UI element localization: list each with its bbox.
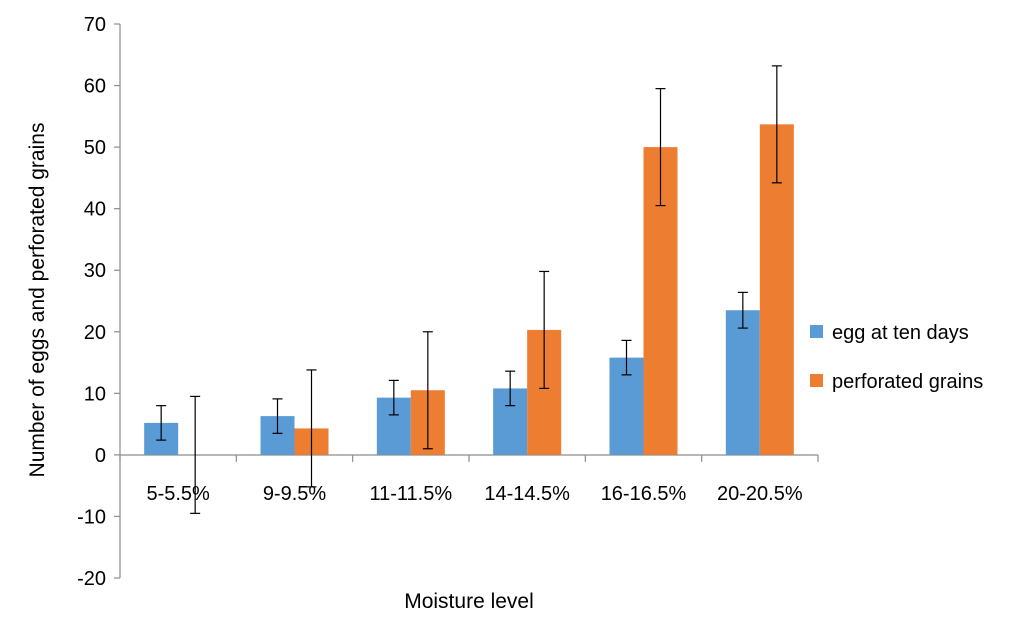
x-tick-label: 14-14.5% (484, 483, 570, 505)
y-tick-label: -10 (77, 506, 106, 528)
y-tick-label: 10 (84, 383, 106, 405)
y-tick-label: 30 (84, 260, 106, 282)
legend-label: egg at ten days (832, 322, 969, 344)
x-tick-label: 5-5.5% (146, 483, 210, 505)
y-tick-label: 20 (84, 322, 106, 344)
legend: egg at ten days perforated grains (810, 322, 983, 393)
error-bars (156, 65, 782, 514)
bar (725, 310, 760, 455)
y-tick-label: 0 (95, 445, 106, 467)
y-tick-label: 60 (84, 76, 106, 98)
legend-swatch (810, 374, 823, 387)
x-tick-label: 9-9.5% (263, 483, 327, 505)
y-tick-label: 40 (84, 199, 106, 221)
x-axis-title: Moisture level (404, 590, 534, 613)
y-axis-title: Number of eggs and perforated grains (26, 123, 49, 478)
y-axis-ticks: -20 -10 0 10 20 30 40 50 60 70 (77, 14, 120, 590)
legend-swatch (810, 325, 823, 338)
legend-label: perforated grains (832, 371, 983, 393)
x-axis-ticks (119, 454, 819, 462)
x-tick-label: 11-11.5% (370, 483, 453, 505)
x-tick-label: 16-16.5% (601, 483, 687, 505)
y-tick-label: 50 (84, 137, 106, 159)
x-axis-tick-labels: 5-5.5% 9-9.5% 11-11.5% 14-14.5% 16-16.5% 20-2… (146, 483, 802, 505)
y-tick-label: -20 (77, 568, 106, 590)
bars (144, 124, 794, 455)
y-tick-label: 70 (84, 14, 106, 36)
x-tick-label: 20-20.5% (717, 483, 803, 505)
